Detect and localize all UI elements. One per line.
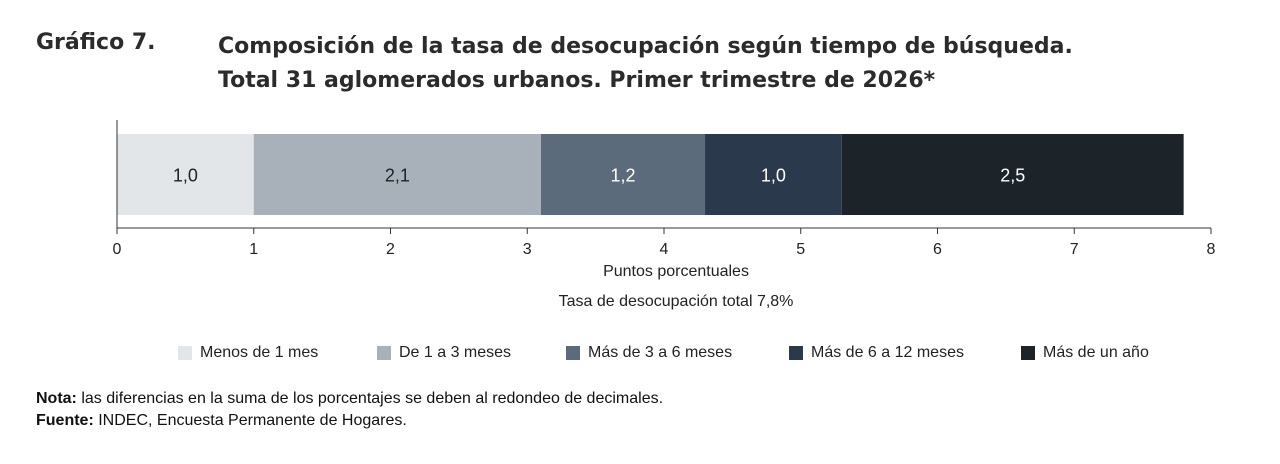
data-label-0: 1,0 <box>173 166 198 186</box>
x-tick-label-8: 8 <box>1207 241 1216 258</box>
legend-label-4: Más de un año <box>1043 344 1149 361</box>
data-label-4: 2,5 <box>1000 166 1025 186</box>
legend-swatch-1 <box>377 346 391 360</box>
data-label-1: 2,1 <box>385 166 410 186</box>
legend-item-4: Más de un año <box>1021 344 1149 362</box>
x-tick-label-2: 2 <box>386 241 395 258</box>
x-axis-title: Puntos porcentuales <box>603 263 749 280</box>
legend-label-1: De 1 a 3 meses <box>399 344 512 361</box>
data-label-3: 1,0 <box>761 166 786 186</box>
legend-item-3: Más de 6 a 12 meses <box>789 344 964 362</box>
legend-label-2: Más de 3 a 6 meses <box>588 344 733 361</box>
stacked-bar-chart: 1,0 2,1 1,2 1,0 2,5 0 1 2 3 4 5 6 7 8 Puntos porcentua… <box>113 120 1216 310</box>
legend-swatch-4 <box>1021 346 1035 360</box>
bar-segment-4 <box>841 134 1184 215</box>
legend-label-3: Más de 6 a 12 meses <box>811 344 964 361</box>
x-tick-label-5: 5 <box>796 241 805 258</box>
x-tick-label-7: 7 <box>1070 241 1079 258</box>
x-tick-label-0: 0 <box>113 241 122 258</box>
source-line: Fuente: INDEC, Encuesta Permanente de Ho… <box>36 410 663 432</box>
legend-swatch-0 <box>178 346 192 360</box>
source-text: INDEC, Encuesta Permanente de Hogares. <box>93 412 407 429</box>
legend-item-1: De 1 a 3 meses <box>377 344 511 362</box>
footnotes: Nota: las diferencias en la suma de los … <box>36 388 663 432</box>
legend-swatch-3 <box>789 346 803 360</box>
chart-legend: Menos de 1 mes De 1 a 3 meses Más de 3 a 6… <box>0 344 1280 364</box>
legend-label-0: Menos de 1 mes <box>200 344 319 361</box>
bar-segment-3 <box>705 134 842 215</box>
legend-item-0: Menos de 1 mes <box>178 344 318 362</box>
note-text: las diferencias en la suma de los porcen… <box>76 390 664 407</box>
chart-title-line-1: Composición de la tasa de desocupación s… <box>218 34 1073 59</box>
data-label-2: 1,2 <box>610 166 635 186</box>
x-tick-label-4: 4 <box>660 241 669 258</box>
chart-title-line-2: Total 31 aglomerados urbanos. Primer tri… <box>218 68 936 93</box>
chart-subtitle: Tasa de desocupación total 7,8% <box>559 293 794 310</box>
bar-segment-0 <box>117 134 254 215</box>
note-label: Nota: <box>36 390 77 407</box>
chart-number: Gráfico 7. <box>36 30 156 55</box>
source-label: Fuente: <box>36 412 94 429</box>
chart-title: Composición de la tasa de desocupación s… <box>218 30 1073 98</box>
x-tick-label-6: 6 <box>933 241 942 258</box>
legend-item-2: Más de 3 a 6 meses <box>566 344 732 362</box>
x-tick-label-1: 1 <box>249 241 258 258</box>
bar-segment-2 <box>540 134 706 215</box>
x-tick-label-3: 3 <box>523 241 532 258</box>
bar-segment-1 <box>253 134 541 215</box>
note-line: Nota: las diferencias en la suma de los … <box>36 388 663 410</box>
legend-swatch-2 <box>566 346 580 360</box>
